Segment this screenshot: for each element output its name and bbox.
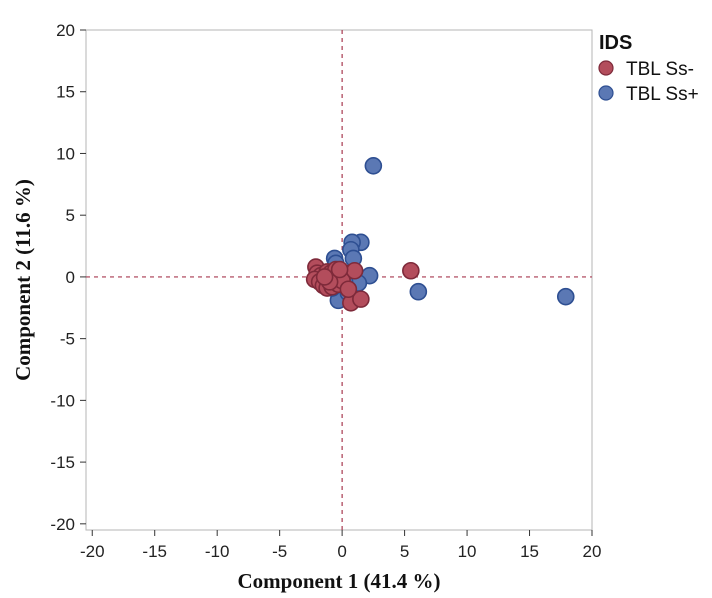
y-axis-title: Component 2 (11.6 %) [11,179,35,381]
legend-title: IDS [599,32,632,54]
y-tick-label: 0 [66,268,75,287]
x-tick-label: -5 [272,542,287,561]
point-tbl-ss [556,287,575,306]
y-tick-label: -15 [50,453,75,472]
point-tbl-ss [330,260,349,279]
legend-label: TBL Ss- [626,59,694,80]
x-axis-title: Component 1 (41.4 %) [238,569,441,593]
axes: -20 -15 -10 -5 0 5 10 15 20 -20 -15 -10 -5 0 5 10 15 20 [50,21,601,561]
y-tick-label: 15 [56,83,75,102]
legend-marker [598,60,614,76]
point-tbl-ss [315,268,334,286]
legend: IDS TBL Ss- TBL Ss+ [598,32,699,105]
point-tbl-ss [339,280,358,299]
y-tick-label: 5 [66,206,75,225]
y-tick-label: 20 [56,21,75,40]
x-tick-label: 15 [520,542,539,561]
point-tbl-ss [402,261,420,280]
x-tick-label: 0 [337,542,346,561]
x-tick-label: 5 [400,542,409,561]
data-points [305,157,575,312]
legend-marker [598,85,614,101]
y-tick-label: 10 [56,144,75,163]
legend-label: TBL Ss+ [626,84,699,105]
point-tbl-ss [409,282,428,301]
point-tbl-ss [364,157,383,175]
y-tick-label: -20 [50,515,75,534]
x-tick-label: 20 [583,542,602,561]
point-tbl-ss [352,290,370,308]
x-tick-label: -10 [205,542,230,561]
x-tick-label: -20 [80,542,105,561]
y-tick-label: -10 [50,391,75,410]
y-tick-label: -5 [60,330,75,349]
x-tick-label: 10 [458,542,477,561]
x-tick-label: -15 [142,542,167,561]
